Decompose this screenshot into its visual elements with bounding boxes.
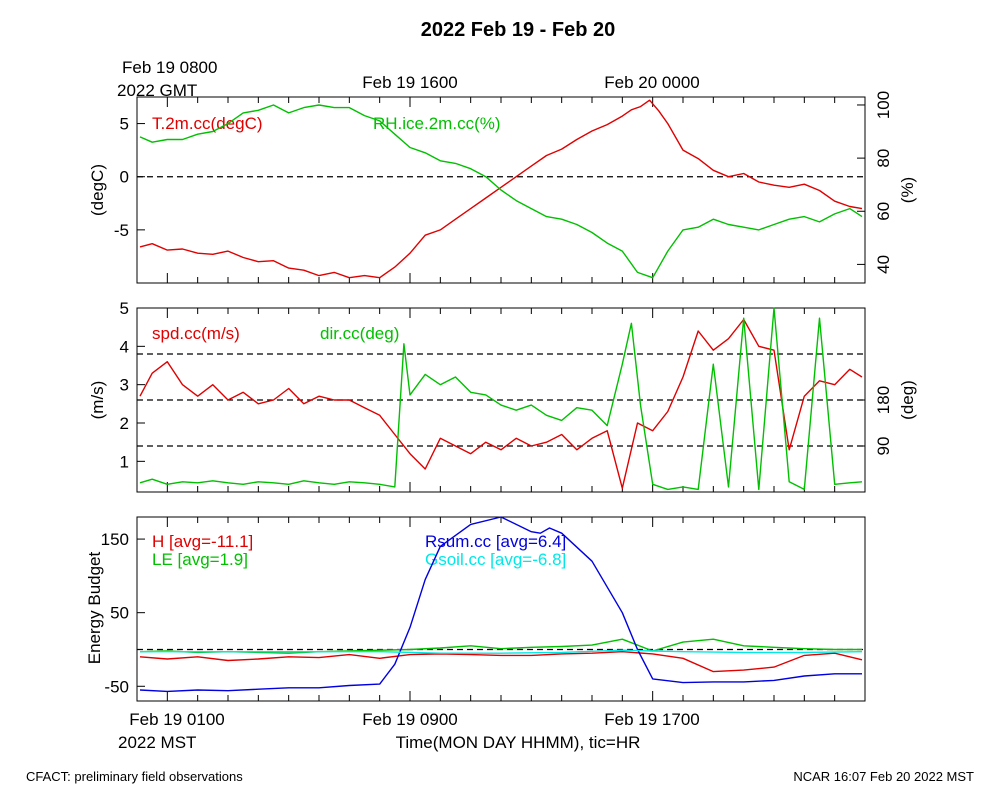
right-axis-label: (%) — [898, 177, 917, 203]
mst-tick-label-3: Feb 19 1700 — [604, 710, 699, 729]
x-axis-label: Time(MON DAY HHMM), tic=HR — [396, 733, 641, 752]
series-label-wind-speed: spd.cc(m/s) — [152, 324, 240, 343]
series-label-temperature: T.2m.cc(degC) — [152, 114, 263, 133]
series-line-0 — [139, 651, 863, 673]
right-tick-label: 40 — [874, 255, 893, 274]
mst-label: 2022 MST — [118, 733, 196, 752]
footer-right: NCAR 16:07 Feb 20 2022 MST — [793, 769, 974, 784]
left-tick-label: 2 — [120, 414, 129, 433]
left-tick-label: -50 — [104, 677, 129, 696]
left-tick-label: 5 — [120, 115, 129, 134]
right-tick-label: 60 — [874, 202, 893, 221]
left-axis-label: (m/s) — [88, 381, 107, 420]
legend-entry-h: H [avg=-11.1] — [152, 532, 253, 551]
right-tick-label: 100 — [874, 91, 893, 119]
left-axis-label: (degC) — [88, 164, 107, 216]
figure-title: 2022 Feb 19 - Feb 20 — [421, 19, 616, 41]
left-axis-label: Energy Budget — [85, 551, 104, 664]
series-line-0 — [139, 99, 863, 279]
gmt-start-date: Feb 19 0800 — [122, 58, 217, 77]
legend-entry-gsoil: Gsoil.cc [avg=-6.8] — [425, 550, 566, 569]
left-tick-label: 1 — [120, 452, 129, 471]
left-tick-label: 5 — [120, 299, 129, 318]
series-line-3 — [140, 649, 863, 654]
energy-budget-panel: Energy Budget H [avg=-11.1] LE [avg=1.9]… — [85, 516, 866, 702]
right-axis-label: (deg) — [898, 380, 917, 420]
right-tick-label: 180 — [874, 386, 893, 414]
footer-left: CFACT: preliminary field observations — [26, 769, 243, 784]
left-tick-label: 150 — [101, 530, 129, 549]
gmt-tick-label-2: Feb 20 0000 — [604, 73, 699, 92]
left-tick-label: 4 — [120, 337, 129, 356]
gmt-label: 2022 GMT — [117, 81, 197, 100]
mst-tick-label-1: Feb 19 0100 — [129, 710, 224, 729]
series-line-0 — [139, 318, 863, 489]
right-tick-label: 80 — [874, 149, 893, 168]
series-line-1 — [139, 307, 863, 491]
series-line-2 — [139, 516, 862, 693]
temperature-rh-panel: (degC) (%) T.2m.cc(degC) RH.ice.2m.cc(%)… — [88, 91, 917, 284]
series-label-wind-direction: dir.cc(deg) — [320, 324, 399, 343]
series-line-1 — [139, 104, 863, 279]
left-tick-label: 0 — [120, 168, 129, 187]
legend-entry-le: LE [avg=1.9] — [152, 550, 248, 569]
left-tick-label: 50 — [110, 604, 129, 623]
left-tick-label: -5 — [114, 221, 129, 240]
mst-tick-label-2: Feb 19 0900 — [362, 710, 457, 729]
series-label-rh-ice: RH.ice.2m.cc(%) — [373, 114, 501, 133]
gmt-tick-label-1: Feb 19 1600 — [362, 73, 457, 92]
left-tick-label: 3 — [120, 376, 129, 395]
right-tick-label: 90 — [874, 437, 893, 456]
wind-panel: (m/s) (deg) spd.cc(m/s) dir.cc(deg) 5 4 3 2… — [88, 299, 917, 493]
legend-entry-rsum: Rsum.cc [avg=6.4] — [425, 532, 566, 551]
